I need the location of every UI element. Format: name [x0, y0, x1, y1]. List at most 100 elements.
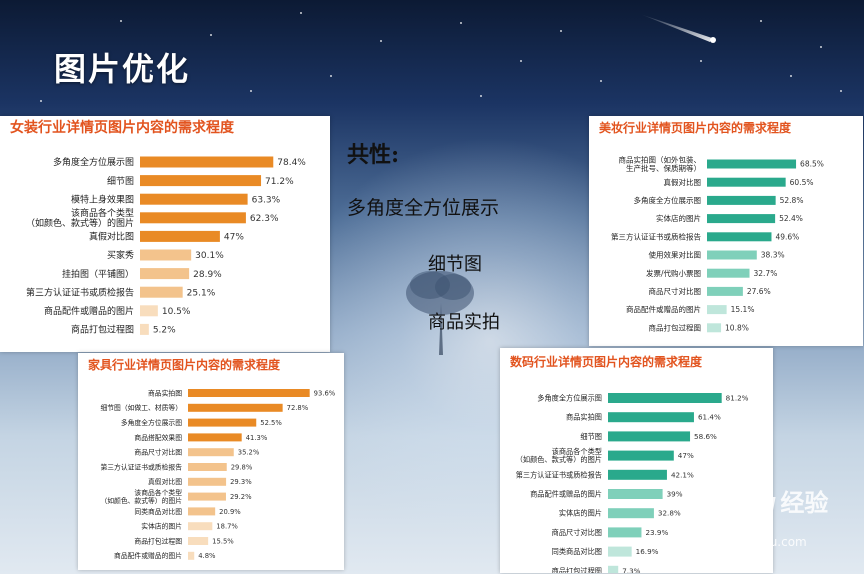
category-label: 实体店的图片: [141, 522, 182, 531]
bar: [188, 403, 283, 412]
value-label: 39%: [667, 490, 683, 499]
value-label: 62.3%: [250, 214, 279, 224]
bar: [707, 268, 750, 278]
value-label: 18.7%: [216, 523, 238, 531]
bar: [188, 551, 195, 560]
category-label: 商品配件或赠品的图片: [44, 305, 134, 317]
category-label: 同类商品对比图: [134, 507, 182, 516]
bar: [140, 230, 220, 242]
value-label: 20.9%: [219, 508, 241, 516]
common-heading: 共性:: [347, 142, 400, 168]
value-label: 41.3%: [246, 434, 268, 442]
star: [480, 95, 482, 97]
bar: [188, 448, 234, 457]
watermark-brand: Baidu: [693, 488, 777, 518]
category-label: 同类商品对比图: [552, 547, 602, 556]
value-label: 71.2%: [265, 177, 294, 187]
watermark: Baidu 经验: [693, 483, 828, 518]
chart-title: 家具行业详情页图片内容的需求程度: [88, 357, 281, 372]
bar: [188, 507, 216, 516]
value-label: 25.1%: [187, 288, 216, 298]
bar: [608, 431, 691, 442]
star: [250, 90, 252, 92]
bar: [707, 250, 757, 260]
value-label: 29.8%: [231, 463, 253, 471]
furniture-chart-panel: 家具行业详情页图片内容的需求程度 商品实拍图 93.6% 细节图（如做工、材质等） 72…: [78, 353, 344, 570]
category-label: 细节图: [580, 432, 602, 441]
bar: [707, 323, 722, 333]
value-label: 35.2%: [238, 449, 260, 457]
value-label: 63.3%: [252, 195, 281, 205]
value-label: 52.4%: [779, 214, 803, 223]
category-label: 该商品各个类型（如颜色、款式等）的图片: [516, 447, 602, 464]
bar: [707, 159, 797, 169]
category-label: 买家秀: [107, 249, 134, 261]
bar: [608, 393, 722, 403]
value-label: 68.5%: [800, 160, 824, 169]
bar: [140, 156, 274, 168]
bar: [707, 195, 776, 205]
category-label: 商品实拍图（如外包装、生产批号、保质期等）: [619, 154, 702, 173]
category-label: 实体店的图片: [559, 509, 602, 518]
star: [700, 60, 702, 62]
bar: [608, 527, 642, 538]
bar: [188, 522, 213, 531]
category-label: 商品搭配效果图: [134, 433, 182, 442]
bar: [188, 433, 242, 442]
star: [820, 46, 822, 48]
value-label: 4.8%: [198, 552, 216, 560]
bar: [188, 463, 227, 471]
category-label: 商品配件或赠品的图片: [114, 551, 182, 560]
category-label: 第三方认证证书或质检报告: [611, 231, 701, 241]
tree-silhouette: [406, 271, 474, 355]
page-title: 图片优化: [54, 50, 191, 88]
category-label: 使用效果对比图: [649, 250, 702, 260]
category-label: 商品尺寸对比图: [649, 286, 702, 296]
value-label: 47%: [678, 451, 694, 460]
value-label: 72.8%: [287, 404, 309, 412]
value-label: 15.5%: [212, 537, 234, 545]
bar: [608, 508, 654, 519]
category-label: 细节图（如做工、材质等）: [100, 403, 182, 412]
star: [120, 20, 122, 22]
star: [840, 90, 842, 92]
bar: [707, 305, 727, 315]
category-label: 发票/代购小票图: [646, 268, 701, 278]
value-label: 52.5%: [260, 419, 282, 427]
category-label: 真假对比图: [664, 177, 702, 187]
category-label: 该商品各个类型（如颜色、款式等）的图片: [100, 488, 182, 505]
star: [760, 20, 762, 22]
category-label: 商品尺寸对比图: [552, 528, 602, 537]
value-label: 29.2%: [230, 493, 252, 501]
bar: [140, 305, 158, 317]
star: [790, 75, 792, 77]
bar: [608, 450, 674, 461]
bar: [188, 537, 209, 545]
value-label: 42.1%: [671, 470, 694, 479]
bar: [707, 232, 772, 242]
category-label: 商品尺寸对比图: [134, 448, 182, 457]
bar: [140, 286, 183, 298]
bar: [707, 286, 743, 296]
value-label: 27.6%: [747, 287, 771, 296]
common-item-real-shot: 商品实拍: [428, 312, 500, 333]
bar: [608, 469, 667, 480]
category-label: 多角度全方位展示图: [53, 156, 134, 168]
category-label: 该商品各个类型（如颜色、款式等）的图片: [26, 207, 134, 229]
value-label: 7.3%: [622, 566, 640, 573]
category-label: 商品打包过程图: [71, 324, 134, 336]
value-label: 5.2%: [153, 326, 176, 336]
common-item-detail: 细节图: [428, 254, 482, 275]
value-label: 49.6%: [775, 232, 799, 241]
category-label: 商品实拍图: [566, 413, 602, 422]
value-label: 32.8%: [658, 509, 681, 518]
category-label: 商品实拍图: [148, 388, 182, 397]
bar: [608, 412, 694, 423]
common-item-multi-angle: 多角度全方位展示: [347, 197, 500, 219]
category-label: 真假对比图: [148, 477, 182, 486]
bar: [188, 389, 310, 397]
value-label: 58.6%: [694, 432, 717, 441]
